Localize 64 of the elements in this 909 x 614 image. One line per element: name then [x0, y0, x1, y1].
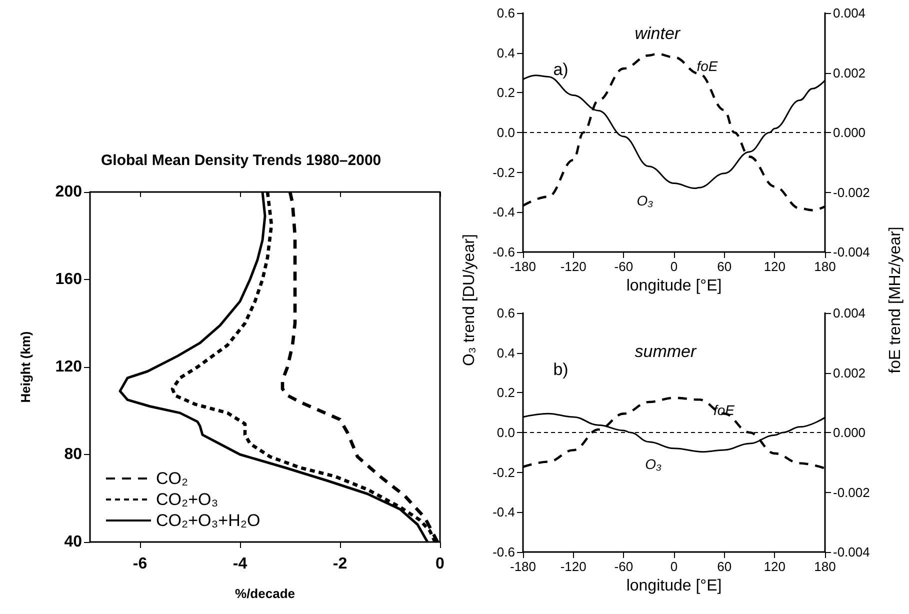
- y2-tick-label: 0.004: [833, 6, 866, 20]
- x-axis-title: %/decade: [235, 586, 295, 601]
- y-tick-label: 0.4: [496, 345, 515, 360]
- y2-tick-label: -0.004: [833, 544, 870, 560]
- x-tick-label: -180: [510, 559, 536, 574]
- x-tick-label: -120: [560, 259, 586, 274]
- x-tick-label: 120: [764, 559, 786, 574]
- y-tick-label: 200: [55, 184, 82, 200]
- series-label: foE: [696, 58, 718, 74]
- y-tick-label: 0.2: [496, 385, 515, 400]
- y2-tick-label: 0.000: [833, 125, 866, 140]
- legend-label: CO₂+O₃: [156, 490, 218, 509]
- y2-tick-label: 0.000: [833, 425, 866, 440]
- y-tick-label: 160: [55, 271, 82, 288]
- x-tick-label: -6: [132, 556, 148, 572]
- x-axis-title: longitude [°E]: [626, 577, 722, 594]
- x-tick-label: -180: [510, 259, 536, 274]
- y-axis-title: Height (km): [18, 331, 33, 403]
- y2-axis-title: foE trend [MHz/year]: [887, 226, 905, 374]
- y-tick-label: 0.0: [496, 425, 515, 440]
- legend-label: CO₂: [156, 469, 188, 488]
- y2-tick-label: -0.002: [833, 484, 870, 500]
- annotation: b): [553, 360, 568, 379]
- x-tick-label: 0: [670, 559, 678, 574]
- y-tick-label: 120: [55, 358, 82, 376]
- y-tick-label: -0.6: [492, 544, 515, 560]
- y-axis-title: O₃ trend [DU/year]: [461, 234, 479, 366]
- x-tick-label: 180: [814, 259, 836, 274]
- x-axis-title: longitude [°E]: [626, 277, 722, 294]
- x-tick-label: 60: [717, 559, 732, 574]
- y2-tick-label: 0.002: [833, 365, 866, 380]
- y2-tick-label: -0.002: [833, 184, 870, 200]
- y-tick-label: 80: [64, 446, 82, 463]
- x-tick-label: 180: [814, 559, 836, 574]
- x-tick-label: -2: [332, 556, 348, 572]
- y-tick-label: 0.6: [496, 306, 515, 320]
- y2-tick-label: 0.002: [833, 65, 866, 80]
- series-label: O₃: [645, 456, 662, 472]
- chart-title: Global Mean Density Trends 1980–2000: [101, 152, 382, 169]
- annotation: a): [553, 60, 568, 79]
- x-tick-label: -4: [232, 556, 248, 572]
- y-tick-label: 0.6: [496, 6, 515, 20]
- x-tick-label: 120: [764, 259, 786, 274]
- series-label: O₃: [636, 192, 654, 208]
- y-tick-label: 0.2: [496, 85, 515, 100]
- annotation: winter: [634, 24, 682, 43]
- y-tick-label: 40: [64, 534, 82, 550]
- y2-tick-label: -0.004: [833, 244, 870, 260]
- x-tick-label: -120: [560, 559, 586, 574]
- x-tick-label: 0: [670, 259, 678, 274]
- y-tick-label: -0.4: [492, 504, 515, 520]
- annotation: summer: [634, 342, 698, 361]
- y-tick-label: 0.0: [496, 125, 515, 140]
- y-tick-label: -0.6: [492, 244, 515, 260]
- x-tick-label: -60: [614, 259, 634, 274]
- legend-label: CO₂+O₃+H₂O: [156, 511, 260, 530]
- y-tick-label: -0.2: [492, 164, 515, 180]
- y-tick-label: -0.4: [492, 204, 515, 220]
- x-tick-label: -60: [614, 559, 634, 574]
- y2-tick-label: 0.004: [833, 306, 866, 320]
- x-tick-label: 0: [436, 556, 445, 572]
- x-tick-label: 60: [717, 259, 732, 274]
- y-tick-label: 0.4: [496, 45, 515, 60]
- y-tick-label: -0.2: [492, 464, 515, 480]
